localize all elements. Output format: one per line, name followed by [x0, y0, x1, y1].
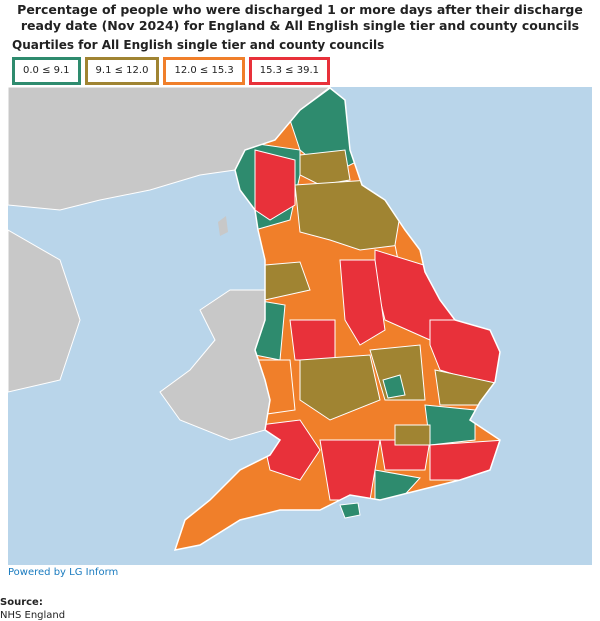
- isle-of-man: [218, 216, 228, 236]
- map: [8, 87, 592, 565]
- legend: 0.0 ≤ 9.1 9.1 ≤ 12.0 12.0 ≤ 15.3 15.3 ≤ 39.…: [12, 57, 331, 85]
- ireland: [8, 229, 81, 393]
- source: NHS England: [0, 610, 66, 621]
- legend-item: 15.3 ≤ 39.1: [248, 57, 331, 85]
- powered-by-link[interactable]: Powered by LG Inform: [8, 567, 119, 578]
- source-label: Source:: [0, 597, 43, 608]
- legend-item: 9.1 ≤ 12.0: [84, 57, 160, 85]
- legend-item: 12.0 ≤ 15.3: [163, 57, 245, 85]
- legend-title: Quartiles for All English single tier an…: [12, 38, 385, 52]
- map-title: Percentage of people who were discharged…: [17, 2, 583, 33]
- isle-of-wight: [339, 502, 361, 519]
- england-outline: [173, 87, 501, 551]
- legend-item: 0.0 ≤ 9.1: [12, 57, 81, 85]
